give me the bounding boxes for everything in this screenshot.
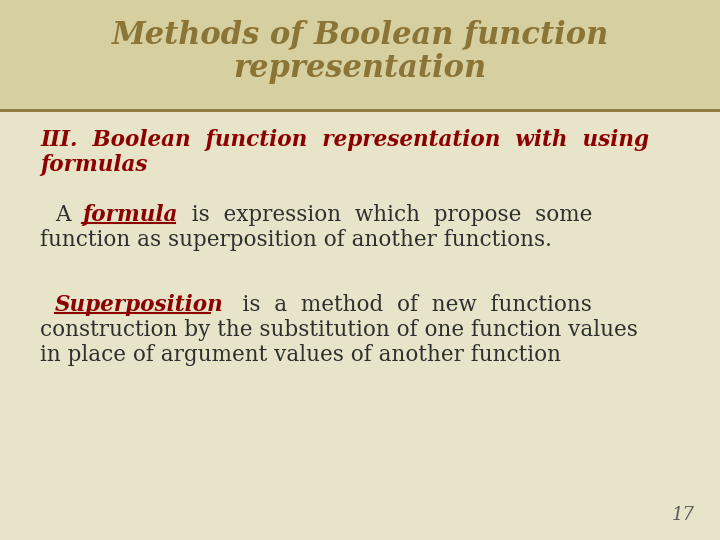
Text: Methods of Boolean function: Methods of Boolean function: [112, 19, 608, 51]
Text: formula: formula: [82, 204, 177, 226]
Text: is  a  method  of  new  functions: is a method of new functions: [215, 294, 592, 316]
Text: formulas: formulas: [40, 154, 148, 176]
FancyBboxPatch shape: [0, 0, 720, 110]
Text: 17: 17: [672, 506, 695, 524]
Text: A: A: [55, 204, 84, 226]
Text: construction by the substitution of one function values: construction by the substitution of one …: [40, 319, 638, 341]
Text: function as superposition of another functions.: function as superposition of another fun…: [40, 229, 552, 251]
Text: Superposition: Superposition: [55, 294, 224, 316]
Text: representation: representation: [233, 52, 487, 84]
Text: in place of argument values of another function: in place of argument values of another f…: [40, 344, 561, 366]
Text: III.  Boolean  function  representation  with  using: III. Boolean function representation wit…: [40, 129, 649, 151]
Text: is  expression  which  propose  some: is expression which propose some: [178, 204, 593, 226]
